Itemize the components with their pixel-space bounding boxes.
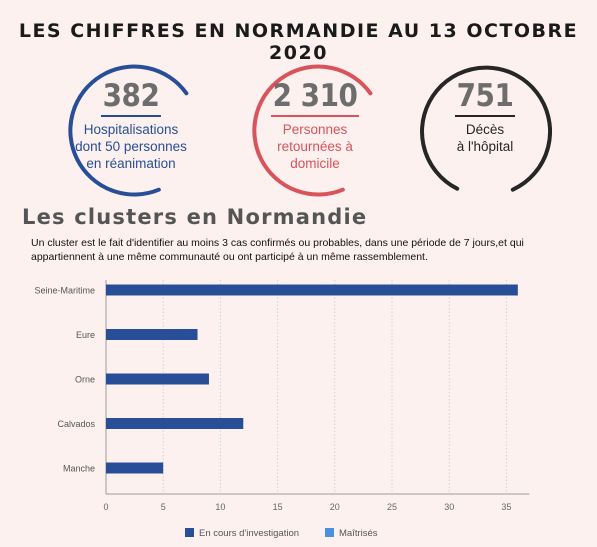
bar-manche xyxy=(106,462,164,474)
legend-label: En cours d'investigation xyxy=(199,528,300,539)
category-label: Orne xyxy=(75,375,95,385)
stat-value: 382 xyxy=(100,78,162,117)
cluster-bar-chart: 0 5 10 15 20 25 30 35 Seine-Maritime Eure Orne Calv… xyxy=(34,280,530,512)
stat-caption-line: en réanimation xyxy=(86,156,176,171)
stat-caption-line: Personnes xyxy=(282,122,348,137)
page-headline: LES CHIFFRES EN NORMANDIE AU 13 OCTOBRE … xyxy=(18,20,579,64)
bar-eure xyxy=(106,329,198,340)
category-label: Eure xyxy=(76,330,95,340)
stat-ring xyxy=(252,64,373,197)
x-tick-label: 35 xyxy=(501,502,511,512)
x-tick-label: 10 xyxy=(215,502,225,512)
stat-ring xyxy=(68,64,189,197)
stat-caption-line: à l'hôpital xyxy=(456,139,514,154)
legend-swatch xyxy=(325,528,334,537)
bar-orne xyxy=(106,373,209,385)
stat-retours-domicile: 2 310 Personnes retournées à domicile xyxy=(248,64,382,198)
category-label: Manche xyxy=(63,464,95,474)
stat-value: 2 310 xyxy=(270,78,360,117)
cluster-description: Un cluster est le fait d'identifier au m… xyxy=(31,237,524,263)
bar-seine-maritime xyxy=(106,284,518,296)
category-label: Calvados xyxy=(57,419,95,429)
stat-deces: 751 Décès à l'hôpital xyxy=(418,64,552,198)
x-tick-label: 0 xyxy=(103,502,108,512)
stat-caption-line: dont 50 personnes xyxy=(75,139,187,154)
legend-item-investigation: En cours d'investigation xyxy=(185,528,299,539)
stat-caption-line: domicile xyxy=(290,156,340,171)
x-tick-label: 25 xyxy=(387,502,397,512)
stat-hospitalisations: 382 Hospitalisations dont 50 personnes e… xyxy=(64,64,198,198)
category-label: Seine-Maritime xyxy=(34,286,95,296)
stat-caption-line: retournées à xyxy=(277,139,353,154)
legend-label: Maîtrisés xyxy=(339,528,378,539)
legend-item-maitrises: Maîtrisés xyxy=(325,528,378,539)
x-tick-label: 30 xyxy=(444,502,454,512)
legend-swatch xyxy=(185,528,194,537)
x-tick-label: 15 xyxy=(273,502,283,512)
x-tick-label: 5 xyxy=(161,502,166,512)
stat-value: 751 xyxy=(454,78,516,117)
stat-caption-line: Hospitalisations xyxy=(83,122,179,137)
bar-calvados xyxy=(106,418,244,429)
stat-ring xyxy=(420,65,552,192)
section-title: Les clusters en Normandie xyxy=(22,205,368,229)
x-tick-label: 20 xyxy=(330,502,340,512)
stat-caption-line: Décès xyxy=(465,122,505,137)
